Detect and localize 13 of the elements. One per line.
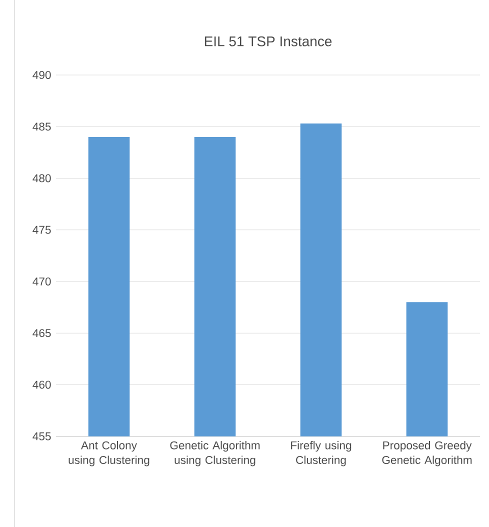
y-tick-label: 480 xyxy=(32,174,51,182)
chart-title: EIL 51 TSP Instance xyxy=(204,36,332,46)
y-tick-label: 485 xyxy=(32,122,51,131)
y-tick-label: 470 xyxy=(32,277,51,286)
x-tick-label: Genetic Algorithm using Clustering xyxy=(170,441,260,466)
y-tick-label: 475 xyxy=(32,226,51,234)
y-tick-label: 465 xyxy=(32,329,51,338)
x-tick-label: Firefly using Clustering xyxy=(291,441,352,466)
y-tick-label: 490 xyxy=(32,70,51,80)
x-tick-label: Proposed Greedy Genetic Algorithm xyxy=(382,441,472,466)
x-tick-label: Ant Colony using Clustering xyxy=(68,441,150,466)
y-tick-label: 460 xyxy=(32,380,51,389)
y-tick-label: 455 xyxy=(32,432,51,440)
